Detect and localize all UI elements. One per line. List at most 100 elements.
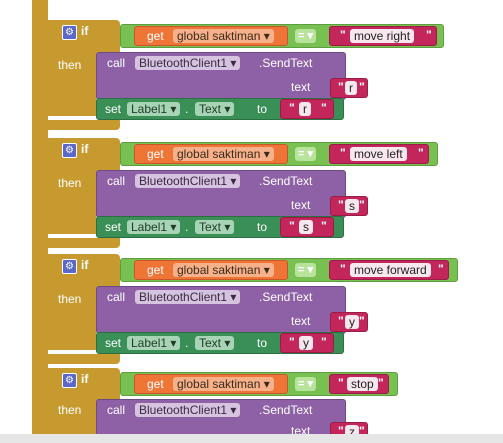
quote-open: " [340,262,346,276]
property-name: Text [199,102,222,116]
method-name: .SendText [259,403,313,417]
quote-close: " [426,28,432,42]
text-string-block[interactable]: " move forward " [329,260,449,280]
quote-open: " [289,101,295,115]
if-keyword: if [81,142,89,156]
text-string-block[interactable]: " y " [330,312,368,332]
text-string-block[interactable]: " move right " [329,26,437,46]
mutator-gear-icon[interactable]: ⚙ [62,259,77,274]
dropdown-arrow-icon: ▾ [230,56,237,70]
get-variable-block[interactable]: get global saktiman ▾ [134,374,288,394]
dropdown-arrow-icon: ▾ [263,377,270,391]
variable-name: global saktiman [177,263,261,277]
operator-dropdown[interactable]: = ▾ [295,29,317,43]
component-dropdown[interactable]: Label1 ▾ [127,102,181,116]
component-name: BluetoothClient1 [139,56,228,70]
call-keyword: call [107,56,126,70]
text-string-block[interactable]: " s " [330,196,368,216]
text-string-block[interactable]: " r " [330,78,368,98]
text-string-block[interactable]: " r " [280,99,334,119]
text-string-block[interactable]: " y " [280,333,334,353]
get-keyword: get [147,263,164,277]
component-name: Label1 [131,336,168,350]
quote-open: " [340,146,346,160]
quote-open: " [289,219,295,233]
component-dropdown[interactable]: BluetoothClient1 ▾ [135,403,241,417]
operator-dropdown[interactable]: = ▾ [295,377,317,391]
mutator-gear-icon[interactable]: ⚙ [62,143,77,158]
dropdown-arrow-icon: ▾ [170,102,177,116]
get-keyword: get [147,377,164,391]
quote-close: " [321,335,327,349]
if-footer [48,120,120,130]
if-header[interactable] [48,254,120,292]
call-keyword: call [107,174,126,188]
property-dropdown[interactable]: Text ▾ [195,336,235,350]
then-slot [48,402,96,434]
quote-open: " [338,80,344,94]
to-keyword: to [257,102,268,116]
get-variable-block[interactable]: get global saktiman ▾ [134,144,288,164]
string-value[interactable]: move left [350,147,407,161]
control-block-spine [32,0,48,434]
call-keyword: call [107,290,126,304]
dropdown-arrow-icon: ▾ [263,147,270,161]
variable-name: global saktiman [177,29,261,43]
if-header[interactable] [48,138,120,176]
component-dropdown[interactable]: BluetoothClient1 ▾ [135,174,241,188]
component-dropdown[interactable]: BluetoothClient1 ▾ [135,290,241,304]
quote-open: " [338,314,344,328]
call-method-block[interactable]: call BluetoothClient1 ▾ .SendText text [96,170,346,218]
quote-close: " [359,80,365,94]
method-name: .SendText [259,174,313,188]
variable-dropdown[interactable]: global saktiman ▾ [173,263,274,277]
dropdown-arrow-icon: ▾ [224,336,231,350]
operator-dropdown[interactable]: = ▾ [295,263,317,277]
get-variable-block[interactable]: get global saktiman ▾ [134,26,288,46]
operator-symbol: = [298,264,305,276]
if-keyword: if [81,372,89,386]
mutator-gear-icon[interactable]: ⚙ [62,373,77,388]
string-value[interactable]: move right [350,29,415,43]
component-name: Label1 [131,220,168,234]
then-keyword: then [58,176,82,190]
get-variable-block[interactable]: get global saktiman ▾ [134,260,288,280]
quote-open: " [289,335,295,349]
component-name: BluetoothClient1 [139,403,228,417]
call-method-block[interactable]: call BluetoothClient1 ▾ .SendText text [96,399,346,438]
then-keyword: then [58,403,82,417]
component-dropdown[interactable]: Label1 ▾ [127,336,181,350]
component-dropdown[interactable]: Label1 ▾ [127,220,181,234]
text-string-block[interactable]: " stop " [329,374,389,394]
operator-dropdown[interactable]: = ▾ [295,147,317,161]
mutator-gear-icon[interactable]: ⚙ [62,25,77,40]
text-string-block[interactable]: " move left " [329,144,429,164]
component-dropdown[interactable]: BluetoothClient1 ▾ [135,56,241,70]
horizontal-scrollbar[interactable] [0,434,503,443]
string-value[interactable]: s [299,220,313,234]
string-value[interactable]: r [299,102,311,116]
dropdown-arrow-icon: ▾ [307,30,314,42]
then-slot [48,176,96,234]
to-keyword: to [257,336,268,350]
call-method-block[interactable]: call BluetoothClient1 ▾ .SendText text [96,286,346,334]
get-keyword: get [147,147,164,161]
if-header[interactable] [48,20,120,58]
quote-close: " [378,376,384,390]
call-method-block[interactable]: call BluetoothClient1 ▾ .SendText text [96,52,346,100]
text-string-block[interactable]: " s " [280,217,334,237]
string-value[interactable]: s [345,199,359,213]
variable-dropdown[interactable]: global saktiman ▾ [173,377,274,391]
string-value[interactable]: y [345,315,359,329]
property-dropdown[interactable]: Text ▾ [195,220,235,234]
string-value[interactable]: move forward [350,263,431,277]
string-value[interactable]: stop [347,377,378,391]
property-dropdown[interactable]: Text ▾ [195,102,235,116]
string-value[interactable]: y [299,336,313,350]
variable-dropdown[interactable]: global saktiman ▾ [173,29,274,43]
quote-open: " [338,198,344,212]
variable-dropdown[interactable]: global saktiman ▾ [173,147,274,161]
operator-symbol: = [298,378,305,390]
string-value[interactable]: r [345,81,357,95]
